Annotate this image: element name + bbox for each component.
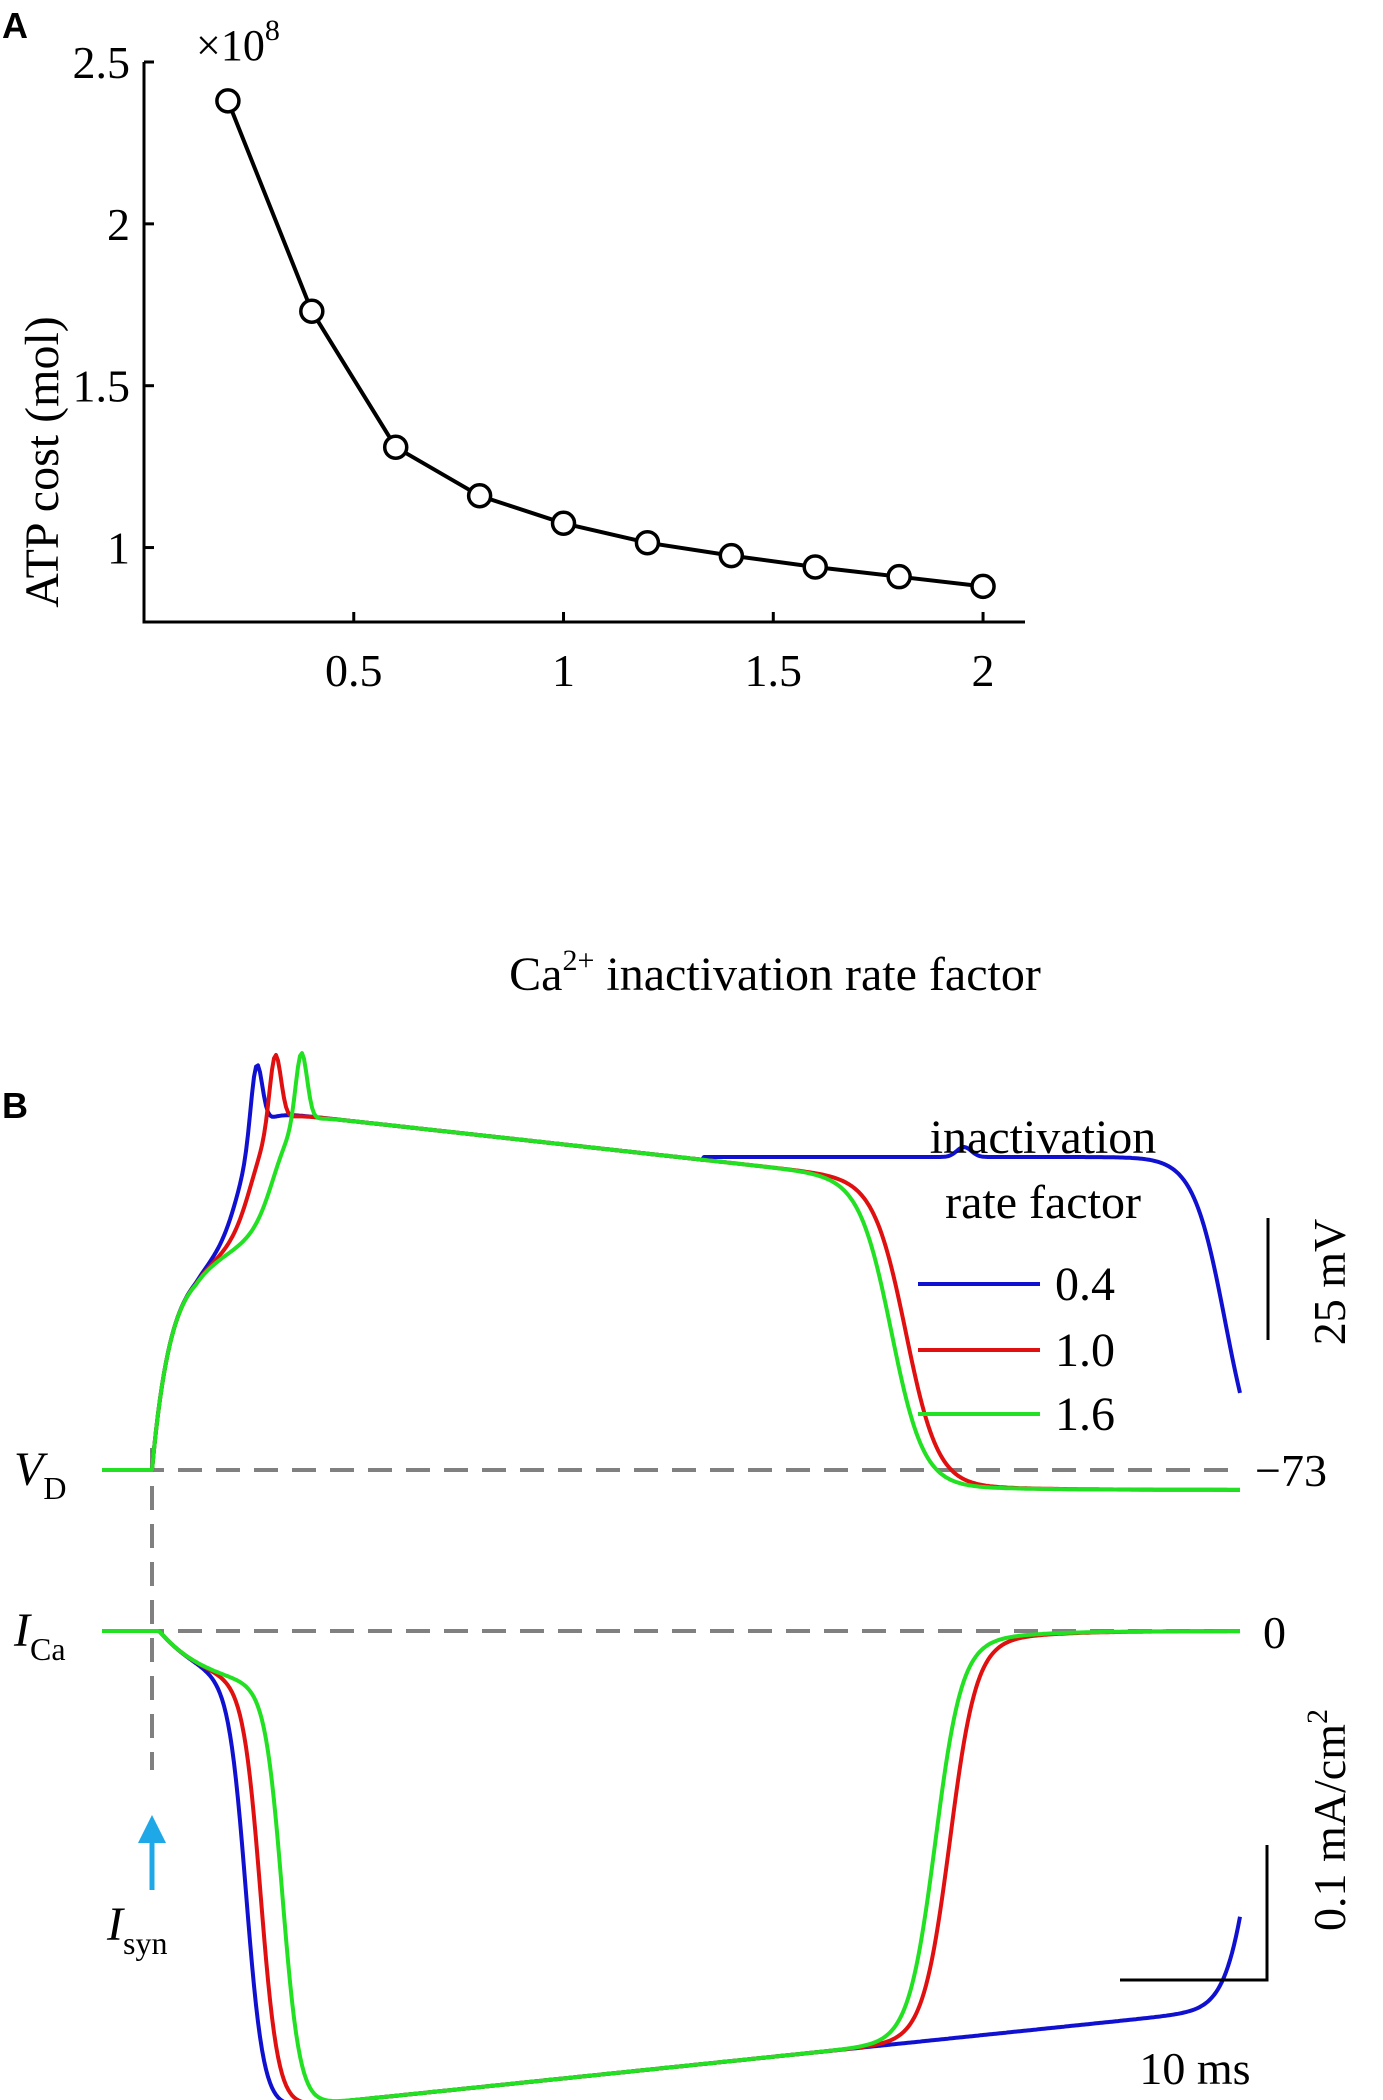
stimulus-arrow-head <box>138 1815 166 1843</box>
y-axis-label: ATP cost (mol) <box>16 316 69 608</box>
x-axis-label-rest: inactivation rate factor <box>594 948 1040 1001</box>
ica-label-base: I <box>13 1604 32 1657</box>
x-axis-label: Ca2+ inactivation rate factor <box>509 944 1041 1001</box>
axes-a <box>142 62 1025 624</box>
current-scale-label-pre: 0.1 mA/cm <box>1304 1724 1355 1931</box>
data-point <box>550 510 577 537</box>
data-point <box>718 542 745 569</box>
y-multiplier-exp: 8 <box>265 14 280 47</box>
data-point <box>802 554 828 580</box>
y-ticks-a: 1 1.5 2 2.5 <box>73 37 154 574</box>
panel-b-label: B <box>2 1085 28 1126</box>
ica-label-sub: Ca <box>30 1631 66 1667</box>
x-ticks-a: 0.5 1 1.5 2 <box>325 612 995 696</box>
data-point <box>970 573 996 600</box>
svg-text:×108: ×108 <box>196 14 280 70</box>
series-markers-atp <box>215 88 996 600</box>
panel-a-chart: ×108 1 1.5 2 2.5 0.5 1 1.5 2 ATP cost (mol) Ca… <box>16 14 1041 1001</box>
time-scale-label: 10 ms <box>1139 2043 1250 2094</box>
legend-title-line-2: rate factor <box>945 1176 1141 1229</box>
stimulus-arrow <box>138 1815 166 1890</box>
vd-label-base: V <box>14 1443 48 1496</box>
y-multiplier-base: ×10 <box>196 21 265 70</box>
legend-title-line-1: inactivation <box>930 1111 1157 1164</box>
y-tick-label: 2.5 <box>73 37 131 88</box>
data-point <box>886 563 912 590</box>
data-point <box>466 483 493 509</box>
vd-trace-1.6 <box>102 1051 1240 1492</box>
ica-baseline-value: 0 <box>1263 1607 1286 1658</box>
x-tick-label: 1.5 <box>745 645 803 696</box>
legend: inactivation rate factor 0.4 1.0 1.6 <box>918 1111 1156 1441</box>
y-tick-label: 1.5 <box>73 361 131 412</box>
y-tick-label: 2 <box>107 199 130 250</box>
vd-baseline-value: −73 <box>1255 1445 1327 1496</box>
legend-label-1.0: 1.0 <box>1055 1324 1115 1377</box>
panel-a-label: A <box>2 5 28 46</box>
y-tick-label: 1 <box>107 523 130 574</box>
ica-trace-1.0 <box>102 1629 1240 2100</box>
vd-label-sub: D <box>43 1470 66 1506</box>
x-tick-label: 1 <box>552 645 575 696</box>
x-axis-label-base: Ca <box>509 948 562 1001</box>
stimulus-label: Isyn <box>106 1898 167 1961</box>
x-axis-label-sup: 2+ <box>562 944 594 977</box>
legend-label-0.4: 0.4 <box>1055 1258 1115 1311</box>
voltage-scale-label: 25 mV <box>1304 1219 1355 1346</box>
series-line-atp <box>226 100 984 589</box>
panel-b-traces: VD ICa −73 0 inactivation rate factor 0.… <box>13 1051 1355 2100</box>
data-point <box>299 298 325 324</box>
ica-trace-1.6 <box>102 1629 1240 2100</box>
current-scale-label-sup: 2 <box>1301 1709 1334 1724</box>
legend-label-1.6: 1.6 <box>1055 1388 1115 1441</box>
ica-label: ICa <box>13 1604 66 1667</box>
data-point <box>634 529 661 556</box>
current-scale-label: 0.1 mA/cm2 <box>1301 1709 1355 1931</box>
stimulus-label-base: I <box>106 1898 125 1951</box>
y-multiplier: ×108 <box>196 14 280 70</box>
x-tick-label: 2 <box>972 645 995 696</box>
stimulus-label-sub: syn <box>123 1925 167 1961</box>
axis-lines-a <box>142 62 1025 624</box>
data-point <box>382 434 409 460</box>
vd-label: VD <box>14 1443 66 1506</box>
current-time-scale-bar <box>1120 1845 1269 1982</box>
x-tick-label: 0.5 <box>325 645 383 696</box>
data-point <box>215 88 241 114</box>
